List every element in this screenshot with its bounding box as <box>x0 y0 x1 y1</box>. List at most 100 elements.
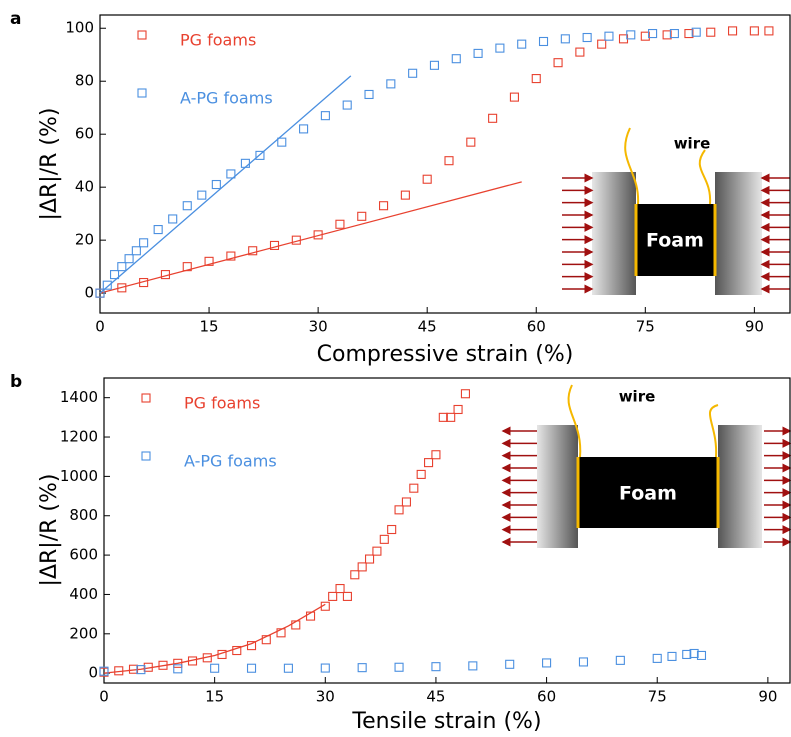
marker <box>143 662 153 672</box>
legend-label: PG foams <box>180 31 256 50</box>
wire <box>708 404 719 458</box>
marker <box>553 58 563 68</box>
foam-block <box>578 457 718 528</box>
marker <box>517 39 527 49</box>
x-axis-label: Compressive strain (%) <box>317 342 574 367</box>
marker <box>453 404 463 415</box>
marker <box>728 26 738 36</box>
marker <box>488 113 498 123</box>
marker <box>364 89 374 100</box>
marker <box>451 54 461 64</box>
x-axis-label: Tensile strain (%) <box>351 709 541 734</box>
marker <box>114 666 124 676</box>
marker <box>182 262 192 272</box>
marker <box>335 219 345 229</box>
x-tick-label: 75 <box>648 688 667 706</box>
marker <box>424 458 434 468</box>
marker <box>291 620 301 630</box>
marker <box>438 412 448 422</box>
marker <box>689 648 699 659</box>
marker <box>379 534 389 544</box>
marker <box>468 661 478 671</box>
marker <box>320 601 330 611</box>
marker <box>460 389 470 399</box>
marker <box>379 201 389 211</box>
electrode <box>718 425 762 548</box>
x-tick-label: 60 <box>527 318 546 336</box>
marker <box>283 663 293 673</box>
marker <box>749 26 759 36</box>
marker <box>394 662 404 672</box>
x-tick-label: 90 <box>758 688 777 706</box>
marker <box>706 27 716 37</box>
y-axis-label: |ΔR|/R (%) <box>37 474 62 587</box>
marker <box>387 524 397 535</box>
x-tick-label: 30 <box>316 688 335 706</box>
marker <box>652 653 662 663</box>
marker <box>320 111 330 121</box>
inset-label: wire <box>619 388 656 406</box>
x-tick-label: 15 <box>200 318 219 336</box>
marker <box>117 283 127 293</box>
y-tick-label: 1000 <box>60 467 98 485</box>
marker <box>168 214 178 224</box>
legend-marker <box>141 393 151 403</box>
marker <box>226 169 236 179</box>
marker <box>431 450 441 460</box>
marker <box>117 262 127 272</box>
marker <box>246 641 257 651</box>
x-tick-label: 45 <box>426 688 445 706</box>
marker <box>682 649 692 660</box>
marker <box>226 251 236 261</box>
legend-label: A-PG foams <box>180 89 273 108</box>
marker <box>582 32 592 43</box>
marker <box>386 79 396 89</box>
marker <box>466 137 476 147</box>
y-tick-label: 1200 <box>60 428 98 446</box>
marker <box>372 546 382 556</box>
x-tick-label: 45 <box>418 318 437 336</box>
marker <box>626 30 636 40</box>
legend-label: A-PG foams <box>184 452 277 471</box>
x-tick-label: 30 <box>309 318 328 336</box>
panel-label: a <box>10 9 21 29</box>
legend-marker <box>141 451 151 461</box>
marker <box>473 48 483 58</box>
marker <box>560 34 570 44</box>
marker <box>99 666 109 676</box>
x-tick-label: 15 <box>205 688 224 706</box>
plot-frame <box>99 14 791 314</box>
marker <box>261 635 271 645</box>
marker <box>400 190 410 200</box>
marker <box>597 39 607 49</box>
marker <box>764 26 774 36</box>
panel-label: b <box>10 372 22 392</box>
y-tick-label: 60 <box>75 125 94 143</box>
marker <box>505 659 515 669</box>
y-tick-label: 400 <box>69 585 98 603</box>
electrode <box>715 172 762 295</box>
marker <box>604 31 614 41</box>
marker <box>364 554 375 564</box>
marker <box>495 43 505 53</box>
marker <box>446 412 456 422</box>
marker <box>313 230 323 240</box>
marker <box>684 28 694 39</box>
marker <box>648 28 658 39</box>
marker <box>328 591 338 601</box>
marker <box>696 650 707 661</box>
marker <box>542 658 552 668</box>
marker <box>409 483 419 493</box>
marker <box>357 211 367 221</box>
x-tick-label: 0 <box>95 318 105 336</box>
x-tick-label: 0 <box>99 688 109 706</box>
marker <box>669 28 679 39</box>
marker <box>431 662 441 672</box>
marker <box>422 174 432 184</box>
marker <box>531 74 541 84</box>
marker <box>131 246 141 256</box>
marker <box>401 497 411 507</box>
marker <box>357 562 367 572</box>
y-tick-label: 0 <box>84 284 94 302</box>
marker <box>204 256 214 266</box>
